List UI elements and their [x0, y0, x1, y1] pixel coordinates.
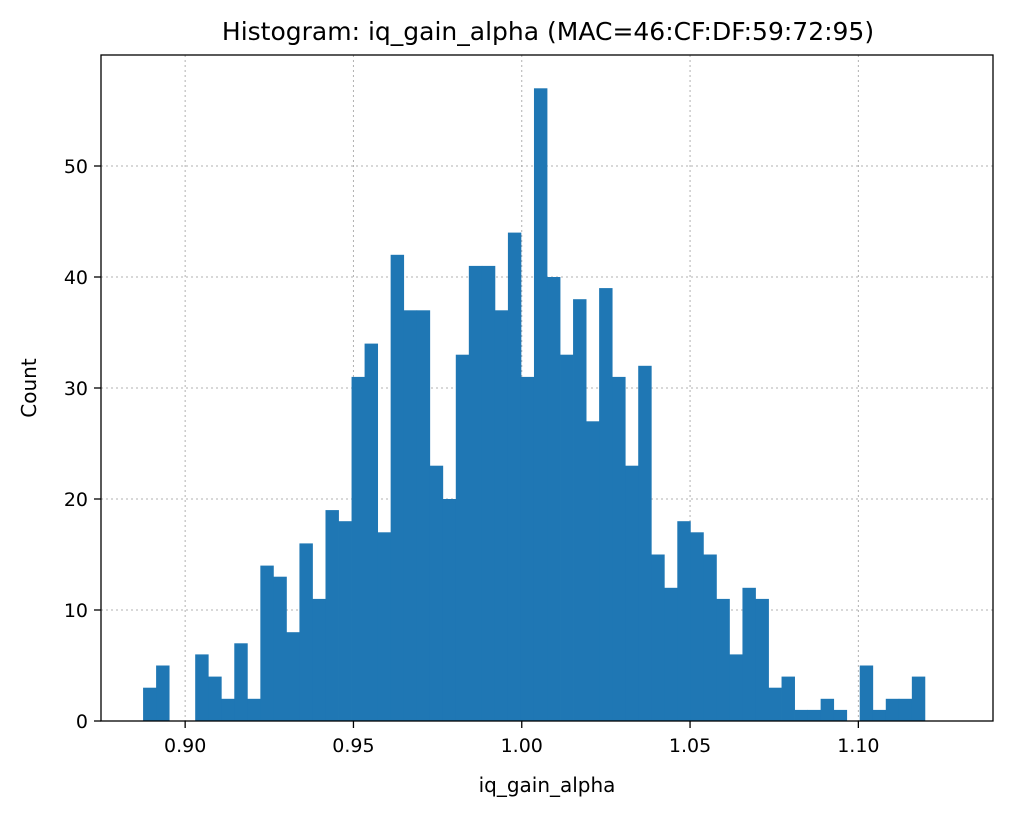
histogram-bar: [455, 354, 470, 721]
histogram-bar: [143, 687, 157, 721]
histogram-bar: [286, 632, 300, 721]
histogram-bar: [195, 654, 209, 721]
histogram-bar: [247, 698, 261, 721]
x-tick-label: 1.10: [837, 735, 879, 757]
histogram-bar: [651, 554, 665, 721]
histogram-bar: [221, 698, 235, 721]
x-tick-label: 0.95: [332, 735, 374, 757]
histogram-bar: [442, 499, 457, 721]
histogram-bar: [481, 265, 496, 721]
histogram-bar: [872, 709, 887, 721]
histogram-bar: [820, 698, 835, 721]
histogram-bar: [403, 310, 418, 721]
histogram-bar: [729, 654, 743, 721]
histogram-bar: [547, 277, 561, 721]
histogram-bars: [143, 88, 926, 722]
histogram-bar: [260, 565, 274, 721]
histogram-bar: [312, 598, 326, 721]
histogram-bar: [664, 587, 678, 721]
histogram-bar: [677, 521, 691, 721]
y-tick-label: 20: [64, 489, 88, 511]
histogram-bar: [690, 532, 704, 721]
histogram-bar: [599, 288, 613, 721]
histogram-bar: [364, 343, 379, 721]
histogram-bar: [625, 465, 639, 721]
histogram-bar: [885, 698, 900, 721]
histogram-bar: [468, 265, 483, 721]
histogram-bar: [911, 676, 926, 721]
y-axis-ticks: 0 10 20 30 40 50: [64, 156, 101, 733]
histogram-bar: [638, 365, 652, 721]
histogram-bar: [755, 598, 769, 721]
histogram-bar: [299, 543, 313, 721]
histogram-bar: [807, 709, 822, 721]
histogram-bar: [156, 665, 170, 721]
histogram-bar: [390, 254, 405, 722]
histogram-bar: [560, 354, 574, 721]
histogram-bar: [520, 376, 535, 721]
histogram-bar: [612, 376, 626, 721]
histogram-bar: [533, 88, 548, 722]
y-tick-label: 0: [76, 711, 88, 733]
histogram-bar: [781, 676, 795, 721]
y-tick-label: 50: [64, 156, 88, 178]
histogram-bar: [794, 709, 809, 721]
y-tick-label: 30: [64, 378, 88, 400]
x-tick-label: 0.90: [164, 735, 206, 757]
histogram-bar: [273, 576, 287, 721]
x-axis-ticks: 0.90 0.95 1.00 1.05 1.10: [164, 721, 880, 757]
histogram-bar: [507, 232, 522, 721]
histogram-bar: [586, 421, 600, 721]
y-tick-label: 10: [64, 600, 88, 622]
histogram-bar: [377, 532, 392, 721]
histogram-bar: [208, 676, 222, 721]
histogram-bar: [234, 643, 248, 721]
histogram-bar: [573, 299, 587, 721]
histogram-bar: [416, 310, 431, 721]
x-tick-label: 1.05: [669, 735, 711, 757]
histogram-bar: [859, 665, 874, 721]
y-axis-label: Count: [17, 358, 41, 418]
y-tick-label: 40: [64, 267, 88, 289]
histogram-bar: [768, 687, 782, 721]
histogram-bar: [898, 698, 913, 721]
histogram-bar: [833, 709, 848, 721]
x-tick-label: 1.00: [501, 735, 543, 757]
x-axis-label: iq_gain_alpha: [479, 773, 616, 797]
chart-title: Histogram: iq_gain_alpha (MAC=46:CF:DF:5…: [222, 17, 874, 46]
histogram-bar: [703, 554, 717, 721]
histogram-bar: [325, 510, 339, 721]
histogram-bar: [338, 521, 352, 721]
histogram-bar: [429, 465, 444, 721]
histogram-bar: [351, 376, 365, 721]
histogram-bar: [494, 310, 509, 721]
histogram-bar: [716, 598, 730, 721]
histogram-bar: [742, 587, 756, 721]
